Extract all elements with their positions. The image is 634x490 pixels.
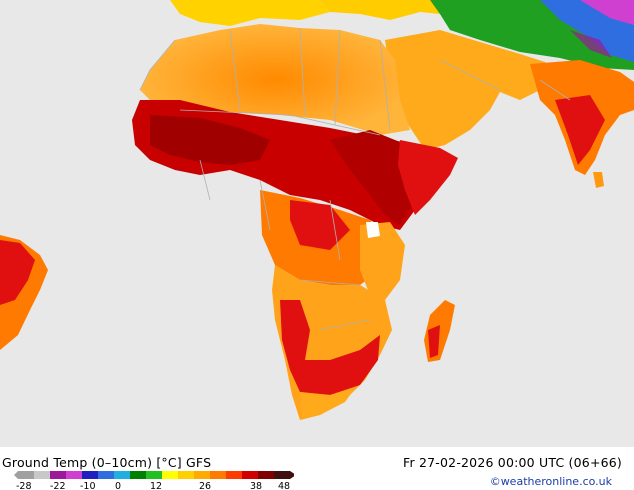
legend-tick-label: 12 [150,481,162,490]
country-borders [139,27,571,331]
legend-swatch [98,471,115,479]
congo-red [290,200,350,250]
legend-swatch [194,471,211,479]
legend-tick-label: -28 [16,481,32,490]
southern-red [280,300,380,395]
legend-swatch [50,471,67,479]
valid-time: Fr 27-02-2026 00:00 UTC (06+66) [403,455,622,470]
south-america-red [0,240,35,305]
cape-orange [300,388,355,418]
asia-cold-2 [570,30,612,58]
credit-link[interactable]: ©weatheronline.co.uk [489,475,612,488]
legend-swatch [274,471,291,479]
legend-swatch [82,471,99,479]
legend-swatches [14,471,294,479]
legend-tick-label: 48 [278,481,290,490]
color-legend: -28 -22 -10 0 12 26 38 48 [14,471,294,490]
sahel-dark [150,115,270,165]
temperature-map[interactable] [0,0,634,447]
legend-tick-label: 26 [199,481,211,490]
legend-swatch [210,471,227,479]
map-canvas [0,0,634,420]
legend-swatch [226,471,243,479]
asia-very-cold [580,0,634,25]
legend-swatch [258,471,275,479]
legend-swatch [34,471,51,479]
legend-tick-label: 38 [250,481,262,490]
sri-lanka [593,172,604,188]
east-central [360,222,405,300]
legend-arrow [290,471,294,479]
madagascar-hot [428,325,440,358]
legend-tick-label: -10 [80,481,96,490]
legend-arrow-left [14,471,18,479]
legend-swatch [114,471,131,479]
legend-tick-label: 0 [115,481,121,490]
lake-victoria [366,222,380,238]
legend-swatch [18,471,35,479]
legend-swatch [146,471,163,479]
legend-ticks: -28 -22 -10 0 12 26 38 48 [16,481,290,490]
middle-east [385,30,560,150]
footer-bar: Ground Temp (0–10cm) [°C] GFS Fr 27-02-2… [0,447,634,490]
legend-swatch [130,471,147,479]
europe-north [170,0,330,26]
india-hot [555,95,605,165]
map-title: Ground Temp (0–10cm) [°C] GFS [2,455,212,470]
legend-swatch [242,471,259,479]
legend-swatch [178,471,195,479]
legend-tick-label: -22 [50,481,66,490]
horn [398,140,458,215]
legend-swatch [162,471,179,479]
mediterranean-edge [320,0,470,20]
legend-swatch [66,471,83,479]
